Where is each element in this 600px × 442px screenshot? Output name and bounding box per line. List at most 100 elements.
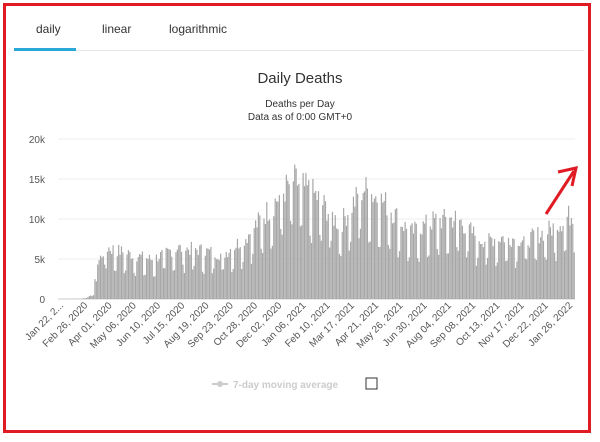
bar[interactable] — [289, 220, 292, 299]
bar[interactable] — [248, 234, 250, 299]
bar[interactable] — [294, 164, 296, 299]
bar[interactable] — [190, 241, 192, 299]
legend[interactable]: 7-day moving average — [212, 380, 338, 391]
bar[interactable] — [288, 184, 290, 299]
bar[interactable] — [165, 247, 167, 299]
bar[interactable] — [570, 218, 572, 299]
bar[interactable] — [390, 212, 392, 299]
bar[interactable] — [562, 225, 564, 299]
bar[interactable] — [211, 273, 213, 299]
bar[interactable] — [459, 220, 461, 299]
bar[interactable] — [305, 172, 307, 299]
bar[interactable] — [502, 236, 504, 299]
bar[interactable] — [101, 257, 103, 299]
bar[interactable] — [506, 260, 508, 299]
bar[interactable] — [479, 244, 482, 299]
bar[interactable] — [396, 208, 398, 299]
bar[interactable] — [91, 295, 93, 299]
bar[interactable] — [109, 250, 111, 299]
bar[interactable] — [322, 205, 324, 299]
bar[interactable] — [554, 252, 556, 299]
bar[interactable] — [187, 249, 190, 299]
bar[interactable] — [457, 250, 459, 299]
bar[interactable] — [282, 193, 285, 299]
bar[interactable] — [115, 270, 117, 299]
bar[interactable] — [123, 273, 125, 299]
bar[interactable] — [411, 223, 413, 299]
bar[interactable] — [527, 245, 529, 299]
bar[interactable] — [474, 235, 476, 299]
bar[interactable] — [308, 180, 310, 299]
bar[interactable] — [389, 248, 391, 299]
bar[interactable] — [443, 208, 445, 299]
bar[interactable] — [383, 200, 385, 299]
bar[interactable] — [185, 250, 187, 299]
bar[interactable] — [512, 238, 514, 299]
legend-checkbox[interactable] — [365, 377, 378, 390]
bar[interactable] — [521, 240, 524, 299]
bar[interactable] — [197, 254, 199, 299]
bar[interactable] — [113, 270, 116, 299]
bar[interactable] — [526, 259, 528, 299]
bar[interactable] — [104, 264, 106, 299]
bar[interactable] — [393, 222, 395, 299]
bar[interactable] — [384, 192, 387, 299]
bar[interactable] — [530, 231, 532, 299]
bar[interactable] — [519, 246, 521, 299]
bar[interactable] — [489, 236, 491, 299]
bar[interactable] — [106, 251, 109, 299]
bar[interactable] — [382, 202, 384, 299]
bar[interactable] — [336, 228, 338, 299]
bar[interactable] — [334, 215, 336, 299]
bar[interactable] — [488, 233, 490, 299]
bar[interactable] — [516, 261, 518, 299]
bar[interactable] — [326, 220, 328, 299]
bar[interactable] — [466, 257, 468, 299]
bar[interactable] — [271, 245, 273, 299]
bar[interactable] — [509, 245, 511, 299]
bar[interactable] — [496, 262, 498, 299]
bar[interactable] — [186, 247, 188, 299]
bar[interactable] — [542, 240, 545, 299]
bar[interactable] — [246, 242, 248, 299]
bar[interactable] — [105, 268, 107, 299]
bar[interactable] — [573, 252, 575, 299]
tab-linear[interactable]: linear — [102, 22, 132, 36]
bar[interactable] — [204, 255, 206, 299]
bar[interactable] — [408, 257, 410, 299]
bar[interactable] — [464, 233, 466, 299]
bar[interactable] — [354, 206, 356, 299]
bar[interactable] — [404, 222, 406, 299]
bar[interactable] — [380, 193, 382, 299]
bar[interactable] — [572, 223, 574, 299]
bar[interactable] — [256, 227, 258, 299]
bar[interactable] — [446, 253, 448, 300]
bar[interactable] — [500, 237, 503, 299]
bar[interactable] — [460, 219, 462, 299]
bar[interactable] — [320, 240, 322, 299]
bar[interactable] — [228, 252, 230, 299]
bar[interactable] — [463, 233, 465, 299]
bar[interactable] — [424, 223, 426, 299]
bar[interactable] — [292, 181, 294, 299]
bar[interactable] — [475, 265, 477, 299]
bar[interactable] — [97, 264, 99, 299]
bar[interactable] — [171, 256, 173, 299]
bar[interactable] — [499, 242, 501, 299]
bar[interactable] — [225, 251, 227, 299]
bar[interactable] — [337, 229, 339, 299]
bar[interactable] — [122, 252, 124, 299]
bar[interactable] — [218, 260, 220, 299]
bar[interactable] — [461, 225, 464, 299]
bar[interactable] — [208, 249, 211, 299]
bar[interactable] — [386, 215, 388, 299]
bar[interactable] — [329, 247, 331, 300]
bar[interactable] — [514, 267, 517, 299]
bar[interactable] — [313, 192, 315, 299]
bar[interactable] — [172, 270, 174, 299]
bar[interactable] — [549, 227, 552, 299]
bar[interactable] — [116, 256, 118, 299]
bar[interactable] — [222, 269, 225, 299]
tab-daily[interactable]: daily — [36, 22, 61, 36]
bar[interactable] — [556, 229, 559, 299]
